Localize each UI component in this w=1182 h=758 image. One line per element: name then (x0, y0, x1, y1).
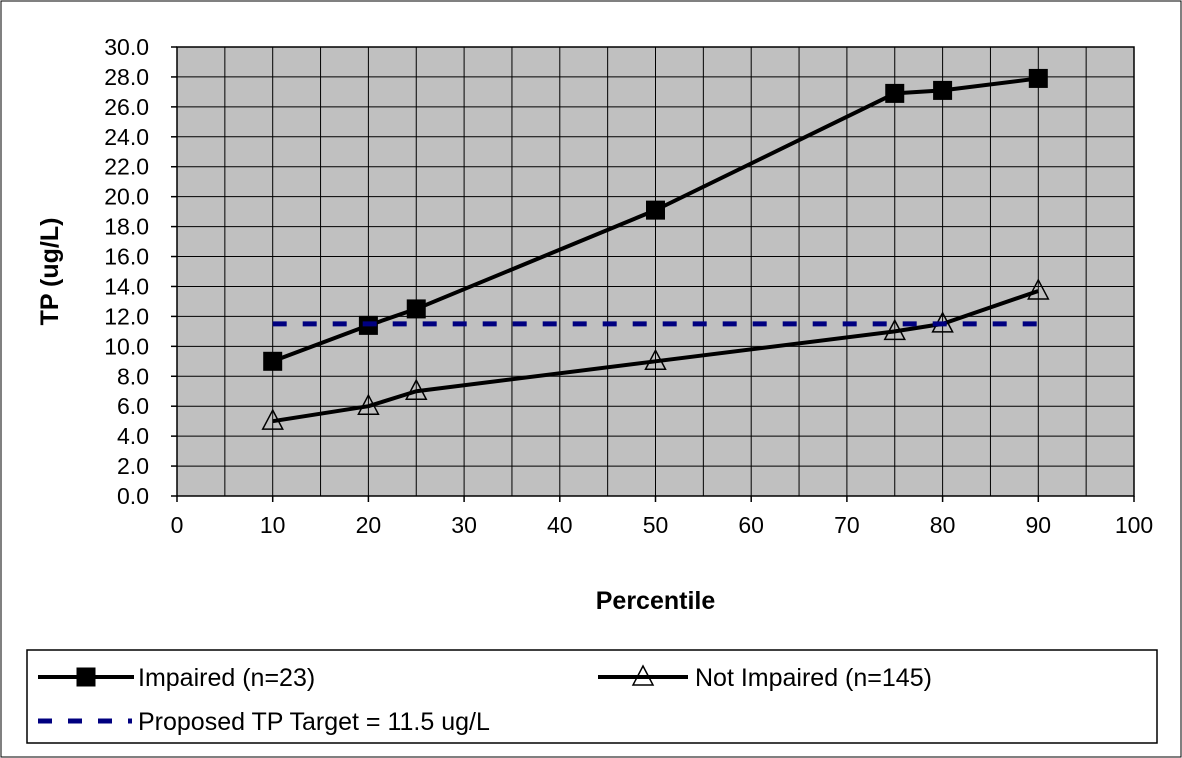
x-tick-label: 90 (1026, 512, 1052, 538)
legend-item-1: Not Impaired (n=145) (598, 664, 932, 692)
x-tick-label: 100 (1115, 512, 1153, 538)
y-tick-label: 6.0 (117, 393, 149, 419)
y-axis-ticks: 0.0 2.0 4.0 6.0 8.0 10.0 12.0 14.0 16.0 18.0 20.0 2… (104, 34, 177, 509)
x-tick-label: 40 (547, 512, 573, 538)
data-point-1-3 (644, 348, 667, 371)
legend: Impaired (n=23) Not Impaired (n=145) Propo… (38, 664, 932, 736)
y-tick-label: 14.0 (104, 273, 149, 299)
y-tick-label: 2.0 (117, 453, 149, 479)
legend-label: Proposed TP Target = 11.5 ug/L (138, 708, 490, 736)
data-point-1-0 (261, 408, 284, 430)
data-point-0-6 (1028, 68, 1048, 88)
y-tick-label: 8.0 (117, 363, 149, 389)
x-tick-label: 80 (930, 512, 956, 538)
data-point-0-2 (406, 299, 426, 319)
x-axis-ticks: 0 10 20 30 40 50 60 70 80 90 100 (171, 496, 1153, 538)
y-tick-label: 20.0 (104, 184, 149, 210)
y-tick-label: 0.0 (117, 483, 149, 509)
y-tick-label: 10.0 (104, 333, 149, 359)
legend-box (26, 649, 1158, 744)
series-layer (261, 68, 1050, 430)
data-point-1-1 (357, 393, 380, 415)
x-tick-label: 30 (451, 512, 477, 538)
x-tick-label: 70 (834, 512, 860, 538)
x-tick-label: 60 (738, 512, 764, 538)
y-tick-label: 24.0 (104, 124, 149, 150)
data-point-1-2 (405, 378, 428, 400)
x-tick-label: 10 (260, 512, 286, 538)
y-axis-title: TP (ug/L) (36, 218, 64, 326)
data-point-0-0 (263, 351, 283, 371)
y-tick-label: 26.0 (104, 94, 149, 120)
data-point-0-3 (646, 200, 665, 220)
data-point-1-6 (1027, 278, 1050, 300)
data-point-0-5 (933, 80, 953, 100)
data-point-0-4 (885, 83, 905, 103)
legend-item-2: Proposed TP Target = 11.5 ug/L (38, 708, 490, 736)
legend-swatch-marker (631, 664, 655, 686)
legend-swatch-marker (76, 667, 96, 687)
y-tick-label: 4.0 (117, 423, 149, 449)
legend-label: Impaired (n=23) (138, 664, 315, 692)
data-point-1-4 (883, 318, 906, 341)
legend-item-0: Impaired (n=23) (38, 664, 315, 692)
grid-lines (176, 46, 1135, 497)
x-tick-label: 20 (356, 512, 382, 538)
x-axis-title: Percentile (596, 587, 716, 615)
y-tick-label: 18.0 (104, 214, 149, 240)
x-tick-label: 50 (643, 512, 669, 538)
legend-label: Not Impaired (n=145) (695, 664, 932, 692)
y-tick-label: 30.0 (104, 34, 149, 60)
y-tick-label: 22.0 (104, 154, 149, 180)
y-tick-label: 16.0 (104, 244, 149, 270)
y-tick-label: 28.0 (104, 64, 149, 90)
y-tick-label: 12.0 (104, 303, 149, 329)
x-tick-label: 0 (171, 512, 184, 538)
